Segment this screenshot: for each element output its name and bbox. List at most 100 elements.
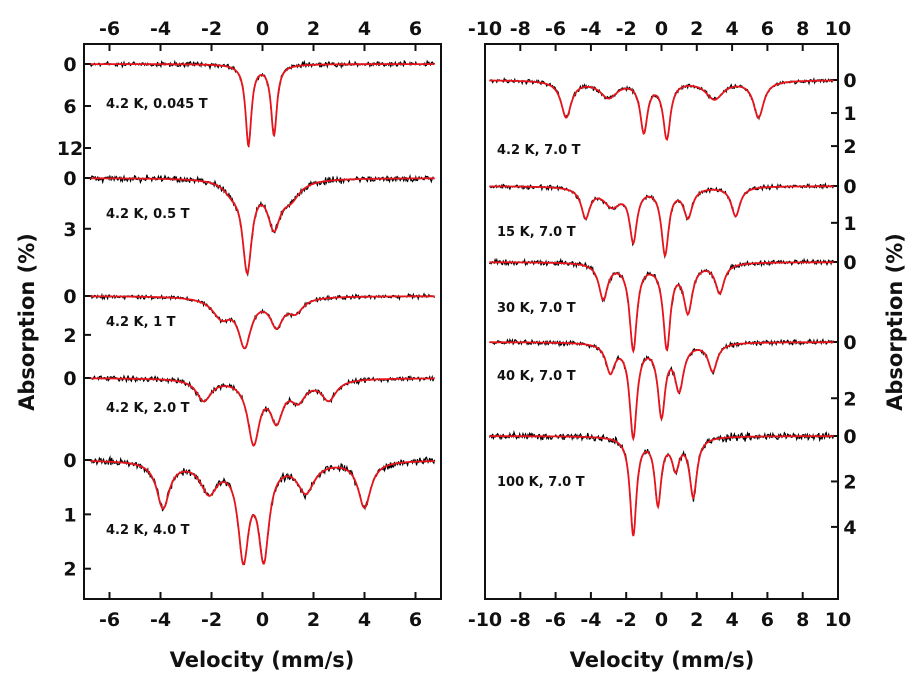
right-xtick-top-label: 10: [825, 18, 851, 40]
right-spectra: 0 1 2 4.2 K, 7.0 T 0 1 15 K, 7.0 T 0 30 K, 7.0 T…: [488, 70, 857, 539]
ytick-label: 0: [63, 54, 76, 76]
data-trace: [90, 455, 436, 566]
ytick-label: 0: [843, 70, 856, 92]
right-xtick-bottom-label: 0: [655, 609, 668, 631]
ytick-label: 12: [57, 138, 83, 160]
right-xtick-bottom-label: 10: [825, 609, 851, 631]
left-xtick-bottom-label: 0: [256, 609, 269, 631]
fit-curve: [90, 295, 435, 350]
right-xtick-top-label: -6: [545, 18, 566, 40]
right-xtick-top-label: -2: [616, 18, 637, 40]
right-x-axis-title: Velocity (mm/s): [570, 648, 755, 672]
spectrum-condition-label: 4.2 K, 2.0 T: [106, 401, 190, 416]
ytick-label: 4: [843, 517, 856, 539]
spectrum-condition-label: 100 K, 7.0 T: [497, 475, 585, 490]
ytick-label: 0: [63, 368, 76, 390]
fit-curve: [489, 341, 834, 442]
ytick-label: 1: [63, 504, 76, 526]
spectrum-3: 0 2 4.2 K, 1 T: [63, 286, 436, 350]
ytick-label: 0: [843, 252, 856, 274]
left-xtick-top-label: -2: [201, 18, 222, 40]
right-panel: -10 -8 -6 -4 -2 0 2 4 6 8 10 -10 -8 -6 -4 -2 0 2 4 6 8 10 01…: [468, 18, 907, 672]
ytick-label: 1: [843, 213, 856, 235]
fit-curve: [489, 435, 834, 537]
spectrum-condition-label: 4.2 K, 1 T: [106, 315, 176, 330]
ytick-label: 2: [63, 559, 76, 581]
spectrum-condition-label: 40 K, 7.0 T: [497, 369, 576, 384]
ytick-label: 2: [843, 136, 856, 158]
ytick-label: 6: [63, 96, 76, 118]
right-xtick-top-label: 6: [761, 18, 774, 40]
spectrum-condition-label: 15 K, 7.0 T: [497, 225, 576, 240]
left-xtick-bottom-label: -2: [201, 609, 222, 631]
spectrum-1: 0 1 2 4.2 K, 7.0 T: [489, 70, 857, 158]
right-x-ticks-top: -10 -8 -6 -4 -2 0 2 4 6 8 10: [468, 18, 851, 51]
right-xtick-bottom-label: -4: [580, 609, 601, 631]
right-xtick-top-label: 2: [690, 18, 703, 40]
right-xtick-top-label: -8: [510, 18, 531, 40]
right-plot-frame: [484, 43, 839, 600]
spectrum-4: 0 4.2 K, 2.0 T: [63, 368, 436, 447]
data-trace: [489, 337, 834, 438]
right-xtick-bottom-label: -10: [468, 609, 502, 631]
fit-curve: [90, 63, 435, 148]
left-x-ticks-bottom: -6 -4 -2 0 2 4 6: [99, 592, 422, 631]
fit-curve: [489, 261, 834, 354]
spectrum-2: 0 1 15 K, 7.0 T: [489, 176, 857, 259]
ytick-label: 0: [843, 332, 856, 354]
spectrum-5: 0 2 4 100 K, 7.0 T: [488, 426, 857, 539]
left-xtick-bottom-label: -4: [150, 609, 171, 631]
spectrum-condition-label: 4.2 K, 0.5 T: [106, 207, 190, 222]
fit-curve: [90, 460, 435, 566]
left-xtick-top-label: 6: [409, 18, 422, 40]
spectrum-1: 0 6 12 4.2 K, 0.045 T: [57, 54, 436, 160]
left-xtick-top-label: -6: [99, 18, 120, 40]
right-xtick-bottom-label: -2: [616, 609, 637, 631]
right-xtick-bottom-label: -6: [545, 609, 566, 631]
right-xtick-bottom-label: 4: [725, 609, 738, 631]
fit-curve: [90, 377, 435, 447]
right-xtick-bottom-label: 6: [761, 609, 774, 631]
left-xtick-top-label: 2: [307, 18, 320, 40]
ytick-label: 0: [63, 286, 76, 308]
right-xtick-top-label: 4: [725, 18, 738, 40]
spectrum-condition-label: 30 K, 7.0 T: [497, 301, 576, 316]
ytick-label: 3: [63, 219, 76, 241]
right-xtick-top-label: -10: [468, 18, 502, 40]
right-xtick-top-label: 0: [655, 18, 668, 40]
spectrum-4: 0 2 40 K, 7.0 T: [489, 332, 857, 442]
data-trace: [489, 182, 835, 259]
ytick-label: 0: [843, 176, 856, 198]
fit-curve: [489, 185, 834, 259]
right-x-ticks-bottom: -10 -8 -6 -4 -2 0 2 4 6 8 10: [468, 592, 851, 631]
right-xtick-bottom-label: -8: [510, 609, 531, 631]
left-xtick-top-label: 4: [358, 18, 371, 40]
ytick-label: 2: [843, 471, 856, 493]
fit-curve: [489, 79, 834, 141]
left-y-axis-title: Absorption (%): [15, 233, 39, 411]
right-xtick-top-label: -4: [580, 18, 601, 40]
ytick-label: 0: [63, 450, 76, 472]
left-x-axis-title: Velocity (mm/s): [170, 648, 355, 672]
left-xtick-bottom-label: -6: [99, 609, 120, 631]
left-x-ticks-top: -6 -4 -2 0 2 4 6: [99, 18, 422, 51]
spectrum-condition-label: 4.2 K, 4.0 T: [106, 523, 190, 538]
fit-curve: [90, 177, 435, 276]
ytick-label: 0: [843, 426, 856, 448]
spectrum-condition-label: 4.2 K, 7.0 T: [497, 143, 581, 158]
spectrum-2: 0 3 4.2 K, 0.5 T: [63, 168, 435, 277]
left-xtick-top-label: 0: [256, 18, 269, 40]
right-xtick-bottom-label: 2: [690, 609, 703, 631]
right-y-axis-title: Absorption (%): [883, 233, 907, 411]
right-xtick-bottom-label: 8: [796, 609, 809, 631]
ytick-label: 2: [63, 325, 76, 347]
spectrum-condition-label: 4.2 K, 0.045 T: [106, 97, 208, 112]
right-xtick-top-label: 8: [796, 18, 809, 40]
left-xtick-bottom-label: 6: [409, 609, 422, 631]
data-trace: [89, 173, 435, 277]
left-xtick-bottom-label: 4: [358, 609, 371, 631]
left-xtick-bottom-label: 2: [307, 609, 320, 631]
